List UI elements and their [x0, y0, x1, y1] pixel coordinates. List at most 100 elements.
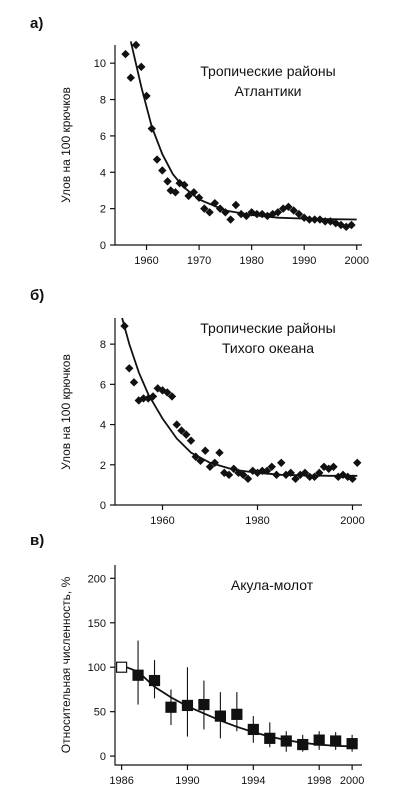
data-point-square [181, 699, 194, 712]
panel-a-label: а) [30, 15, 43, 32]
data-point-diamond [215, 204, 225, 213]
panel-2-axes [114, 565, 362, 766]
data-point-diamond [305, 215, 314, 224]
data-point-diamond [125, 364, 134, 373]
data-point-diamond [315, 468, 324, 478]
data-point-diamond [201, 446, 210, 455]
data-point-square [346, 738, 358, 750]
panel-1-y-tick-label: 8 [100, 339, 106, 351]
panel-0-x-tick-label: 1960 [134, 255, 158, 267]
data-point-diamond [321, 217, 330, 226]
data-point-square [165, 701, 177, 713]
data-point-diamond [163, 388, 172, 397]
data-point-diamond [347, 220, 356, 230]
panel-2-y-tick-label: 100 [88, 662, 106, 674]
panel-1-y-tick-label: 6 [100, 379, 106, 391]
panel-1-y-tick-label: 2 [100, 460, 106, 472]
panel-b-pacific: б) Тропические районы Тихого океана Улов… [30, 287, 365, 527]
panel-2-x-tick-label: 2000 [340, 775, 364, 787]
data-point-diamond [252, 209, 262, 219]
data-point-diamond [272, 470, 281, 480]
data-point-diamond [224, 470, 234, 480]
data-point-diamond [205, 208, 214, 217]
panel-1-x-tick-label: 1960 [150, 515, 174, 527]
panel-2-y-tick-label: 0 [100, 751, 106, 763]
data-point-diamond [273, 208, 283, 217]
data-point-diamond [210, 458, 219, 467]
panel-1-y-tick-label: 0 [100, 500, 106, 512]
data-point-diamond [186, 436, 196, 445]
data-point-diamond [147, 124, 156, 133]
panel-a-y-axis-label: Улов на 100 крючков [59, 87, 73, 203]
data-point-square [313, 734, 325, 746]
panel-c-y-axis-label: Относительная численность, % [59, 576, 73, 753]
data-point-square [198, 698, 210, 711]
data-point-diamond [158, 386, 167, 395]
data-point-diamond [126, 73, 135, 82]
data-point-diamond [243, 474, 253, 484]
data-point-diamond [348, 474, 357, 484]
data-point-diamond [184, 191, 193, 201]
data-point-diamond [153, 384, 162, 393]
data-point-diamond [196, 456, 205, 465]
data-point-diamond [277, 458, 286, 467]
data-point-diamond [163, 177, 172, 186]
data-point-diamond [182, 430, 191, 439]
data-point-diamond [129, 378, 139, 387]
panel-2-x-tick-label: 1998 [307, 775, 331, 787]
data-point-diamond [191, 452, 200, 461]
panel-2-y-tick-label: 200 [88, 573, 106, 585]
panel-0-y-tick-label: 0 [100, 240, 106, 252]
data-point-diamond [267, 462, 276, 471]
data-point-square [214, 710, 226, 722]
data-point-diamond [257, 209, 267, 219]
data-point-diamond [180, 180, 189, 190]
data-point-square [297, 738, 309, 751]
panel-b-annotation-line-1: Тропические районы [200, 320, 335, 336]
data-point-diamond [142, 91, 151, 101]
panel-a-annotation-line-2: Атлантики [235, 83, 302, 99]
data-point-diamond [329, 462, 338, 471]
data-point-diamond [310, 472, 319, 482]
panel-c-label: в) [30, 532, 44, 549]
data-point-diamond [353, 458, 362, 467]
data-point-diamond [294, 209, 304, 219]
data-point-diamond [200, 204, 209, 213]
panel-2-x-tick-label: 1994 [241, 775, 265, 787]
panel-0-y-tick-label: 6 [100, 131, 106, 143]
data-point-square [280, 735, 292, 747]
data-point-diamond [221, 208, 230, 217]
data-point-diamond [300, 468, 310, 478]
panel-1-x-tick-label: 1980 [245, 515, 269, 527]
panel-b-annotation-line-2: Тихого океана [222, 340, 314, 356]
data-point-diamond [131, 40, 141, 50]
data-point-diamond [152, 155, 162, 164]
data-point-diamond [258, 466, 267, 476]
panel-2-y-tick-label: 150 [88, 618, 106, 630]
panel-1-x-tick-label: 2000 [340, 515, 364, 527]
data-point-diamond [215, 448, 224, 457]
data-point-square [330, 735, 342, 747]
data-point-diamond [242, 211, 251, 221]
panel-c-hammerhead: в) Акула-молот Относительная численность… [30, 532, 364, 787]
data-point-diamond [305, 472, 314, 482]
data-point-diamond [194, 193, 204, 202]
data-point-square [231, 708, 243, 720]
data-point-diamond [268, 209, 277, 219]
data-point-diamond [210, 198, 220, 208]
panel-0-x-tick-label: 1980 [239, 255, 263, 267]
panel-b-y-axis-label: Улов на 100 крючков [59, 354, 73, 470]
data-point-diamond [229, 464, 238, 474]
data-point-square [148, 674, 161, 687]
data-point-square [264, 732, 276, 744]
panel-0-y-tick-label: 4 [100, 167, 106, 179]
panel-2-y-tick-label: 50 [94, 707, 106, 719]
panel-0-y-tick-label: 2 [100, 204, 106, 216]
data-point-diamond [139, 394, 148, 403]
data-point-diamond [120, 321, 129, 331]
data-point-diamond [177, 426, 186, 435]
data-point-diamond [291, 474, 300, 484]
data-point-diamond [262, 466, 272, 476]
panel-a-annotation-line-1: Тропические районы [200, 63, 335, 79]
